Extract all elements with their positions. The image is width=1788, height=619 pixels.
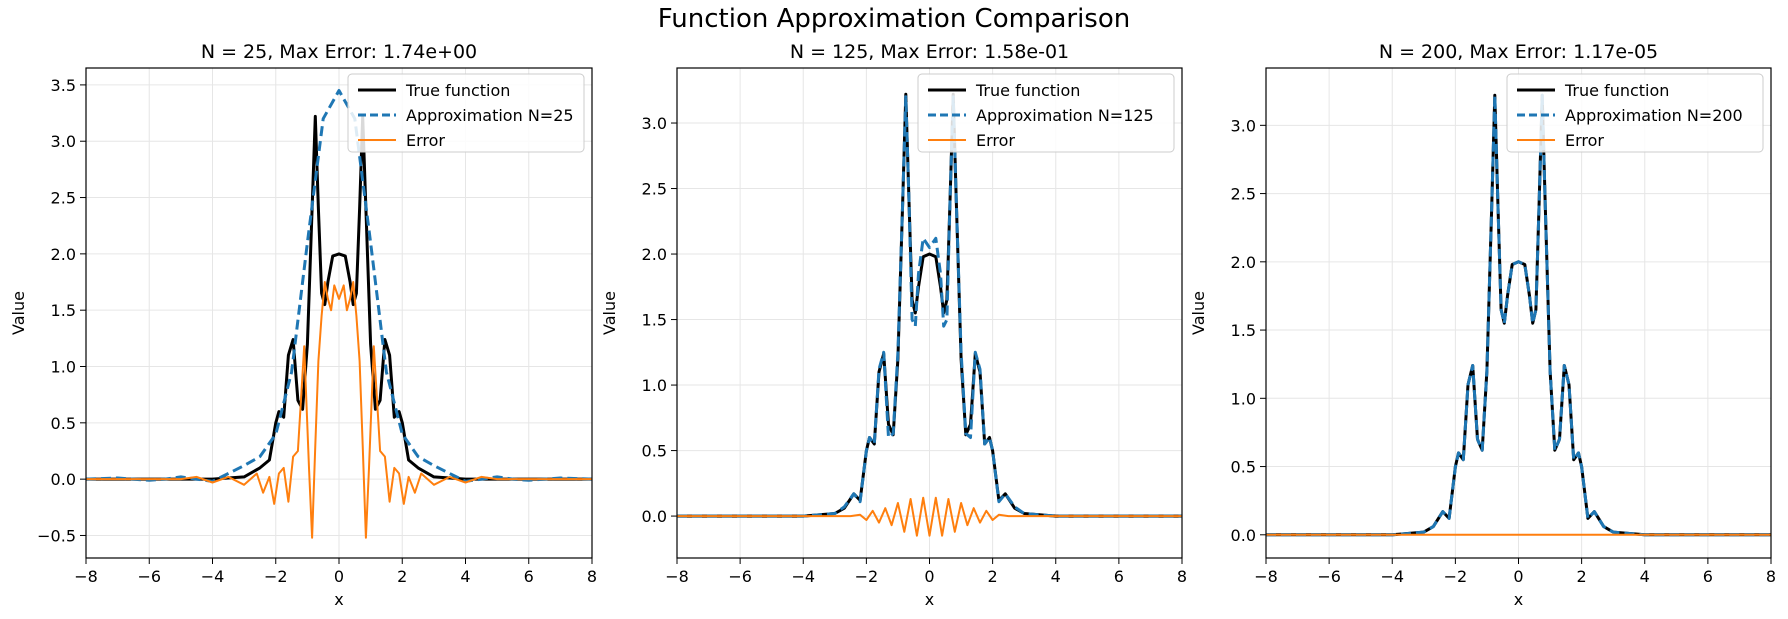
x-tick-label: 2 <box>988 567 998 586</box>
subplot-title: N = 125, Max Error: 1.58e-01 <box>790 41 1069 63</box>
subplot-3: −8 −6 −4 −2 0 2 4 6 8 0.0 0.5 1.0 1.5 2.0 2.5 3.0 x Value… <box>1189 41 1776 609</box>
x-tick-label: 8 <box>1766 567 1776 586</box>
x-tick-label: −6 <box>1317 567 1341 586</box>
subplot-title: N = 200, Max Error: 1.17e-05 <box>1379 41 1658 63</box>
y-tick-label: 0.5 <box>1231 458 1256 477</box>
y-tick-label: 2.5 <box>642 180 667 199</box>
x-tick-label: −8 <box>74 567 98 586</box>
series-line-approximation-n-200 <box>1266 93 1771 537</box>
x-axis-label: x <box>925 590 934 609</box>
x-tick-label: −2 <box>1444 567 1468 586</box>
legend-entry: Error <box>1565 131 1604 150</box>
series-group <box>86 89 592 539</box>
legend-box <box>1506 73 1764 153</box>
y-tick-label: 0.0 <box>642 507 667 526</box>
y-tick-label: 2.0 <box>642 245 667 264</box>
y-tick-label: 1.5 <box>642 311 667 330</box>
subplot-title: N = 25, Max Error: 1.74e+00 <box>201 41 477 63</box>
y-tick-label: 2.5 <box>1231 185 1256 204</box>
y-tick-label: 2.0 <box>1231 253 1256 272</box>
x-tick-label: −4 <box>791 567 815 586</box>
series-line-error <box>86 281 592 539</box>
x-tick-label: −8 <box>665 567 689 586</box>
x-tick-label: 4 <box>1051 567 1061 586</box>
x-tick-label: 4 <box>1640 567 1650 586</box>
series-line-approximation-n-125 <box>677 95 1182 518</box>
y-tick-label: 2.5 <box>51 189 76 208</box>
y-tick-label: 1.0 <box>1231 389 1256 408</box>
legend: True function Approximation N=125 Error <box>917 73 1175 153</box>
y-tick-label: 3.5 <box>51 76 76 95</box>
legend-entry: Approximation N=200 <box>1565 106 1743 125</box>
series-group <box>677 92 1182 537</box>
x-tick-label: 6 <box>524 567 534 586</box>
legend-box <box>917 73 1175 153</box>
figure-title: Function Approximation Comparison <box>657 4 1131 34</box>
x-axis-label: x <box>334 590 343 609</box>
x-tick-label: 2 <box>397 567 407 586</box>
y-tick-label: 0.5 <box>51 414 76 433</box>
y-tick-label: 3.0 <box>51 132 76 151</box>
y-tick-label: 1.0 <box>642 376 667 395</box>
y-tick-label: 1.5 <box>1231 321 1256 340</box>
x-axis-label: x <box>1514 590 1523 609</box>
x-tick-label: −6 <box>728 567 752 586</box>
legend-entry: Error <box>976 131 1015 150</box>
y-tick-label: 1.0 <box>51 358 76 377</box>
x-tick-label: 0 <box>334 567 344 586</box>
x-tick-label: −2 <box>264 567 288 586</box>
y-tick-label: 2.0 <box>51 245 76 264</box>
x-tick-label: 2 <box>1577 567 1587 586</box>
y-tick-label: 0.0 <box>51 470 76 489</box>
y-tick-label: 3.0 <box>642 114 667 133</box>
y-tick-label: 1.5 <box>51 301 76 320</box>
x-tick-label: 6 <box>1114 567 1124 586</box>
series-line-error <box>677 496 1182 537</box>
x-tick-label: −4 <box>1380 567 1404 586</box>
x-tick-label: 4 <box>460 567 470 586</box>
y-axis-label: Value <box>9 291 28 335</box>
legend-entry: True function <box>975 81 1080 100</box>
x-tick-label: −4 <box>201 567 225 586</box>
series-group <box>1266 93 1771 537</box>
subplot-2: −8 −6 −4 −2 0 2 4 6 8 0.0 0.5 1.0 1.5 2.0 2.5 3.0 x Value… <box>600 41 1187 609</box>
y-tick-label: 0.0 <box>1231 526 1256 545</box>
x-tick-label: −8 <box>1254 567 1278 586</box>
x-tick-label: −6 <box>137 567 161 586</box>
x-tick-label: 8 <box>1177 567 1187 586</box>
x-tick-label: −2 <box>855 567 879 586</box>
x-tick-label: 0 <box>1513 567 1523 586</box>
legend: True function Approximation N=200 Error <box>1506 73 1764 153</box>
y-axis-label: Value <box>600 291 619 335</box>
y-tick-label: 3.0 <box>1231 116 1256 135</box>
legend-entry: Approximation N=125 <box>976 106 1154 125</box>
legend-entry: True function <box>405 81 510 100</box>
x-tick-label: 6 <box>1703 567 1713 586</box>
y-tick-label: −0.5 <box>37 526 76 545</box>
legend: True function Approximation N=25 Error <box>347 73 585 153</box>
y-axis-label: Value <box>1189 291 1208 335</box>
x-tick-label: 8 <box>587 567 597 586</box>
x-tick-label: 0 <box>924 567 934 586</box>
legend-box <box>347 73 585 153</box>
subplot-1: −8 −6 −4 −2 0 2 4 6 8 −0.5 0.0 0.5 1.0 1.5 2.0 2.5 3.0 3.… <box>9 41 597 609</box>
y-tick-label: 0.5 <box>642 442 667 461</box>
legend-entry: True function <box>1564 81 1669 100</box>
legend-entry: Error <box>406 131 445 150</box>
legend-entry: Approximation N=25 <box>406 106 574 125</box>
